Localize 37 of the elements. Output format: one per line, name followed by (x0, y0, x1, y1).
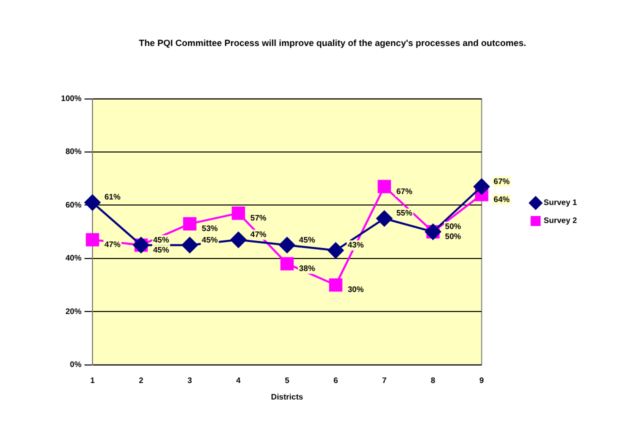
y-tick-label: 60% (65, 200, 82, 210)
x-tick-label: 2 (138, 376, 144, 385)
data-label: 45% (153, 245, 170, 254)
data-label: 64% (494, 194, 510, 204)
data-label: 67% (494, 176, 510, 186)
data-label: 50% (444, 222, 462, 232)
data-label: 47% (250, 230, 266, 239)
data-label: 45% (153, 235, 170, 244)
legend-label: Survey 1 (544, 198, 578, 208)
data-label: 61% (104, 192, 120, 202)
y-tick-label: 40% (65, 254, 82, 263)
data-label: 43% (348, 240, 364, 250)
x-tick-label: 3 (188, 376, 193, 385)
y-tick-label: 20% (65, 306, 82, 316)
x-tick-label: 8 (430, 376, 436, 385)
legend-label: Survey 2 (544, 216, 578, 226)
y-tick-label: 100% (60, 94, 82, 104)
y-tick-label: 0% (70, 360, 82, 370)
data-label: 50% (444, 232, 462, 242)
x-tick-label: 7 (382, 376, 388, 385)
data-label: 67% (396, 186, 412, 196)
data-label: 53% (202, 224, 218, 234)
x-tick-label: 4 (236, 376, 242, 385)
data-label: 30% (348, 285, 364, 294)
x-tick-label: 5 (284, 376, 290, 385)
data-label: 45% (202, 235, 218, 244)
data-label: 38% (299, 264, 316, 273)
x-tick-label: 6 (333, 376, 338, 385)
x-tick-label: 1 (90, 376, 96, 385)
x-tick-label: 9 (479, 376, 484, 385)
chart-title: The PQI Committee Process will improve quality of the agency's processes and outcomes. (138, 38, 526, 48)
data-label: 57% (250, 213, 266, 222)
data-label: 45% (299, 235, 316, 244)
data-label: 55% (396, 208, 412, 218)
x-axis-title: Districts (271, 392, 304, 402)
y-tick-label: 80% (65, 147, 82, 156)
data-label: 47% (104, 240, 120, 249)
